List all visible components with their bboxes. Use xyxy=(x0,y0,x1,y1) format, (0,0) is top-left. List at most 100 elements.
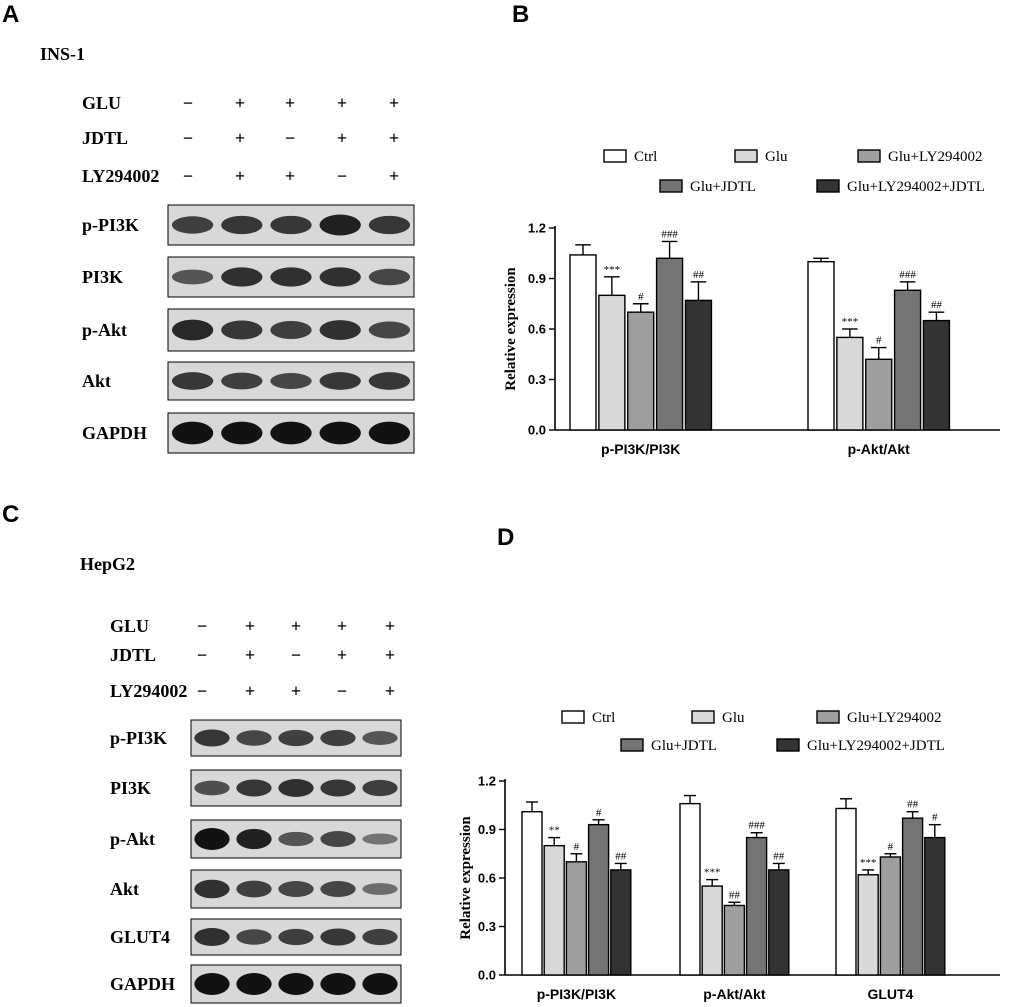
blot-band xyxy=(320,973,356,995)
blot-band xyxy=(221,421,263,445)
significance-label: ## xyxy=(615,850,627,862)
blot-label: GAPDH xyxy=(82,423,147,443)
blot-band xyxy=(171,269,214,285)
blot-band xyxy=(236,880,272,898)
bar-group: # xyxy=(879,841,902,976)
bar-group: ### xyxy=(655,228,684,431)
legend-swatch xyxy=(561,710,585,724)
treatment-sign: − xyxy=(183,128,193,148)
blot-row-gapdh: GAPDH xyxy=(82,412,415,454)
y-axis-label: Relative expression xyxy=(503,267,519,391)
bar-group: ## xyxy=(901,799,924,976)
bar xyxy=(598,294,626,431)
bar xyxy=(684,299,713,431)
x-tick-label: p-PI3K/PI3K xyxy=(601,441,680,457)
y-tick-label: 0.9 xyxy=(528,271,546,286)
blot-row-akt: Akt xyxy=(110,869,402,909)
bar-chart-d: D Ctrl Glu Glu+LY294002 Glu+JDTL Glu+LY294002… xyxy=(458,524,1000,1002)
treatment-row-ly294002: LY294002− + + − + xyxy=(82,166,399,186)
legend-label: Glu+LY294002 xyxy=(888,149,982,165)
significance-label: # xyxy=(638,291,644,303)
treatment-sign: + xyxy=(291,616,301,636)
treatment-sign: + xyxy=(337,616,347,636)
blot-label: PI3K xyxy=(110,778,151,798)
blot-band xyxy=(171,319,214,341)
blot-band xyxy=(194,828,230,850)
blot-band xyxy=(221,267,263,287)
blot-band xyxy=(278,831,314,847)
legend-label: Ctrl xyxy=(592,710,615,726)
blot-band xyxy=(221,215,263,235)
treatment-row-ly294002: LY294002− + + − + xyxy=(110,681,395,701)
legend-item: Glu+JDTL xyxy=(659,179,756,195)
treatment-sign: + xyxy=(385,645,395,665)
y-axis-label: Relative expression xyxy=(458,816,474,940)
legend-label: Glu xyxy=(765,149,788,165)
significance-label: ### xyxy=(661,228,678,240)
blot-panel-a: A INS-1 GLU − + + + + JDTL − + − + + LY294002 − + + − + p-PI… xyxy=(2,1,415,454)
bar xyxy=(924,836,946,976)
blot-label: p-Akt xyxy=(110,829,155,849)
bar-group: *** xyxy=(598,264,626,431)
blot-label: p-Akt xyxy=(82,320,127,340)
treatment-sign: + xyxy=(245,681,255,701)
significance-label: *** xyxy=(842,316,859,328)
significance-label: # xyxy=(876,335,882,347)
treatment-row-jdtl: JDTL − + − + + xyxy=(110,645,395,665)
blot-band xyxy=(194,729,230,747)
y-tick-label: 0.9 xyxy=(478,822,496,837)
bar-group xyxy=(679,794,701,976)
bar xyxy=(835,807,857,976)
significance-label: ## xyxy=(931,299,943,311)
blot-band xyxy=(362,779,398,797)
legend-swatch xyxy=(620,738,644,752)
blot-label: Akt xyxy=(110,879,139,899)
blot-band xyxy=(171,421,214,445)
x-tick-label: GLUT4 xyxy=(867,986,913,1002)
bar-chart-b: B Ctrl Glu Glu+LY294002 Glu+JDTL Glu+LY294002… xyxy=(503,1,1000,457)
blot-row-pi3k: PI3K xyxy=(82,256,415,298)
treatment-label: GLU xyxy=(82,93,121,113)
significance-label: *** xyxy=(604,264,621,276)
legend-item: Glu xyxy=(734,149,788,165)
bar xyxy=(922,319,951,431)
blot-band xyxy=(320,880,356,898)
treatment-sign: + xyxy=(389,128,399,148)
bar xyxy=(893,289,922,431)
x-tick-label: p-PI3K/PI3K xyxy=(537,986,616,1002)
blot-row-glut4: GLUT4 xyxy=(110,918,402,956)
significance-label: # xyxy=(932,812,938,824)
bar xyxy=(745,836,768,976)
bar xyxy=(587,823,610,976)
blot-band xyxy=(270,267,312,287)
bar xyxy=(627,311,655,431)
blot-band xyxy=(319,267,361,287)
significance-label: ## xyxy=(729,889,741,901)
y-tick-label: 1.2 xyxy=(528,221,546,236)
blot-band xyxy=(171,216,214,234)
treatment-sign: − xyxy=(291,645,301,665)
legend-label: Glu+LY294002+JDTL xyxy=(807,738,945,754)
blot-band xyxy=(362,731,398,745)
blot-band xyxy=(320,830,356,848)
blot-band xyxy=(236,828,272,850)
blot-row-akt: Akt xyxy=(82,361,415,401)
treatment-sign: − xyxy=(285,128,295,148)
legend-swatch xyxy=(734,149,758,163)
bar xyxy=(857,874,879,976)
blot-label: GLUT4 xyxy=(110,927,170,947)
blot-band xyxy=(270,372,312,390)
blot-band xyxy=(278,973,314,995)
treatment-sign: + xyxy=(285,93,295,113)
bar xyxy=(901,817,924,976)
legend-label: Glu+JDTL xyxy=(651,738,717,754)
bar-group: ** xyxy=(543,825,565,976)
blot-band xyxy=(320,729,356,747)
blot-row-p-pi3k: p-PI3K xyxy=(82,204,415,246)
blot-band xyxy=(194,928,230,946)
y-tick-label: 0.0 xyxy=(528,423,546,438)
blot-band xyxy=(270,215,312,235)
treatment-sign: + xyxy=(337,93,347,113)
treatment-sign: + xyxy=(337,128,347,148)
